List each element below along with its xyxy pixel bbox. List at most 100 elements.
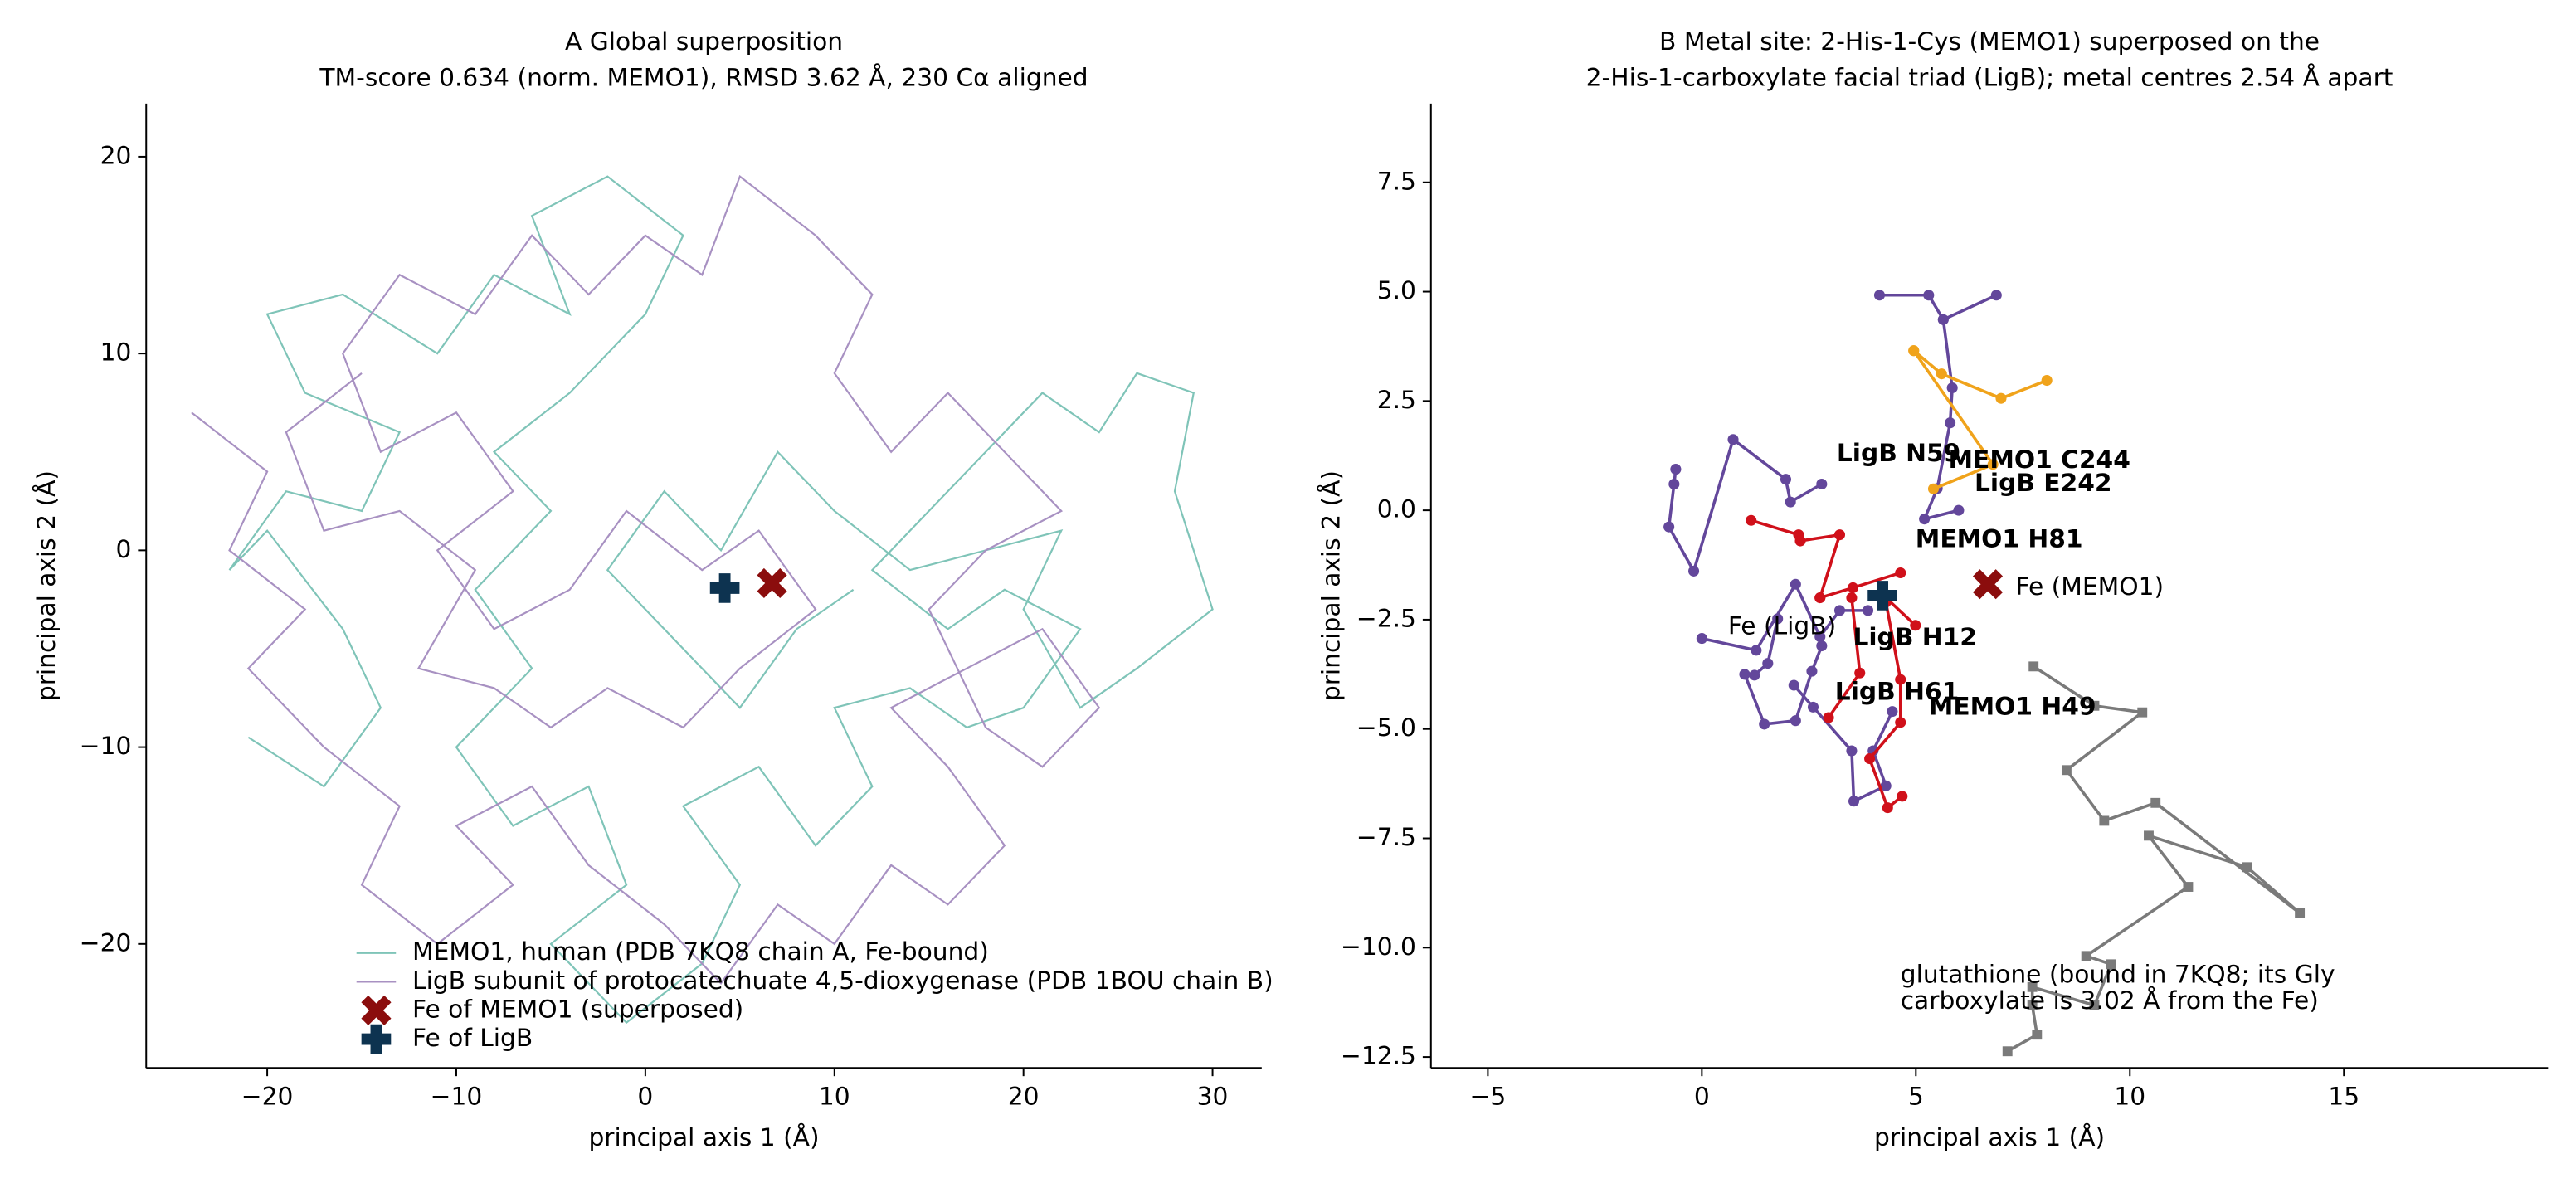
marker [1927,483,1940,494]
y-tick-label: 5.0 [1377,276,1416,305]
x-tick-label: 10 [2114,1082,2145,1111]
marker [1788,679,1799,691]
annotation: LigB N59 [1837,439,1960,468]
annotation: MEMO1 C244 [1949,445,2130,475]
marker [2137,707,2148,718]
marker [2150,797,2161,808]
marker [1846,745,1858,757]
chart-title: A Global superposition [565,27,843,56]
marker [1670,464,1682,475]
marker [1833,605,1846,616]
trace [228,175,1214,1025]
x-axis-label: principal axis 1 (Å) [588,1122,819,1152]
marker [2061,765,2072,776]
legend-marker [361,1024,392,1054]
plot-area [1663,290,2306,1057]
annotation: Fe (MEMO1) [2016,572,2165,601]
marker [1846,592,1858,604]
x-tick-label: −5 [1470,1082,1507,1111]
chart-title: B Metal site: 2-His-1-Cys (MEMO1) superp… [1659,27,2320,56]
annotation: MEMO1 H49 [1929,692,2096,721]
marker [1814,630,1826,643]
marker [1790,715,1801,727]
marker [1937,314,1949,325]
marker [1739,669,1751,680]
fe-marker [709,573,740,603]
marker [1987,459,1999,470]
marker [1751,645,1762,656]
x-tick-label: 10 [819,1082,850,1111]
y-tick-label: 10 [100,338,132,368]
marker [1806,665,1818,677]
legend-label: LigB subunit of protocatechuate 4,5-diox… [412,966,1273,996]
marker [1746,514,1757,526]
marker [1923,290,1935,301]
x-axis-label: principal axis 1 (Å) [1874,1122,2105,1152]
marker [1772,613,1784,625]
marker [1814,592,1826,604]
marker [2144,830,2154,841]
y-tick-label: 20 [100,141,132,170]
y-tick-label: 7.5 [1377,167,1416,196]
marker [2295,908,2306,918]
y-tick-label: 2.5 [1377,386,1416,415]
marker [1833,529,1846,541]
marker [1919,514,1931,525]
trace [191,174,1101,985]
annotation: carboxylate is 3.02 Å from the Fe) [1901,986,2319,1015]
marker [1953,504,1965,516]
fe-marker [757,567,787,599]
marker [1794,535,1806,547]
legend-label: MEMO1, human (PDB 7KQ8 chain A, Fe-bound… [412,937,989,966]
marker [2242,862,2252,873]
fe-marker [1972,569,2004,600]
marker [1946,382,1958,394]
marker [1908,345,1920,357]
marker [1816,640,1828,652]
x-tick-label: 30 [1197,1082,1229,1111]
marker [1790,578,1801,590]
marker [2081,951,2091,961]
marker [1759,718,1770,730]
marker [1668,478,1680,490]
marker [1762,658,1774,669]
marker [1995,392,2007,404]
legend-label: Fe of LigB [412,1024,533,1053]
marker [1887,706,1898,718]
marker [2106,959,2116,970]
marker [1847,582,1859,593]
y-tick-label: −12.5 [1341,1042,1416,1071]
y-axis-label: principal axis 2 (Å) [1316,470,1346,701]
marker [1727,434,1739,445]
y-tick-label: −10.0 [1341,932,1416,961]
marker [1990,290,2002,301]
annotation: LigB E242 [1975,469,2112,498]
marker [1780,474,1792,485]
marker [1882,802,1893,814]
plot-area [191,174,1214,1025]
marker [2089,700,2100,711]
legend-label: Fe of MEMO1 (superposed) [412,995,743,1024]
y-tick-label: −10 [80,732,132,761]
annotation: LigB H61 [1835,677,1959,706]
marker [1880,780,1892,791]
marker [1945,417,1956,429]
x-tick-label: −10 [431,1082,483,1111]
marker [1816,478,1828,490]
marker [1873,290,1886,301]
trace [1667,436,1823,575]
x-tick-label: 0 [637,1082,653,1111]
marker [2002,1046,2013,1057]
marker [2032,1030,2043,1040]
marker [1910,620,1921,631]
marker [1749,669,1760,681]
fe-marker [1867,581,1897,611]
y-tick-label: 0 [116,535,132,564]
marker [1696,633,1707,645]
marker [1848,796,1860,807]
marker [1807,701,1819,713]
marker [1895,567,1906,579]
x-tick-label: −20 [241,1082,294,1111]
marker [1663,521,1675,533]
